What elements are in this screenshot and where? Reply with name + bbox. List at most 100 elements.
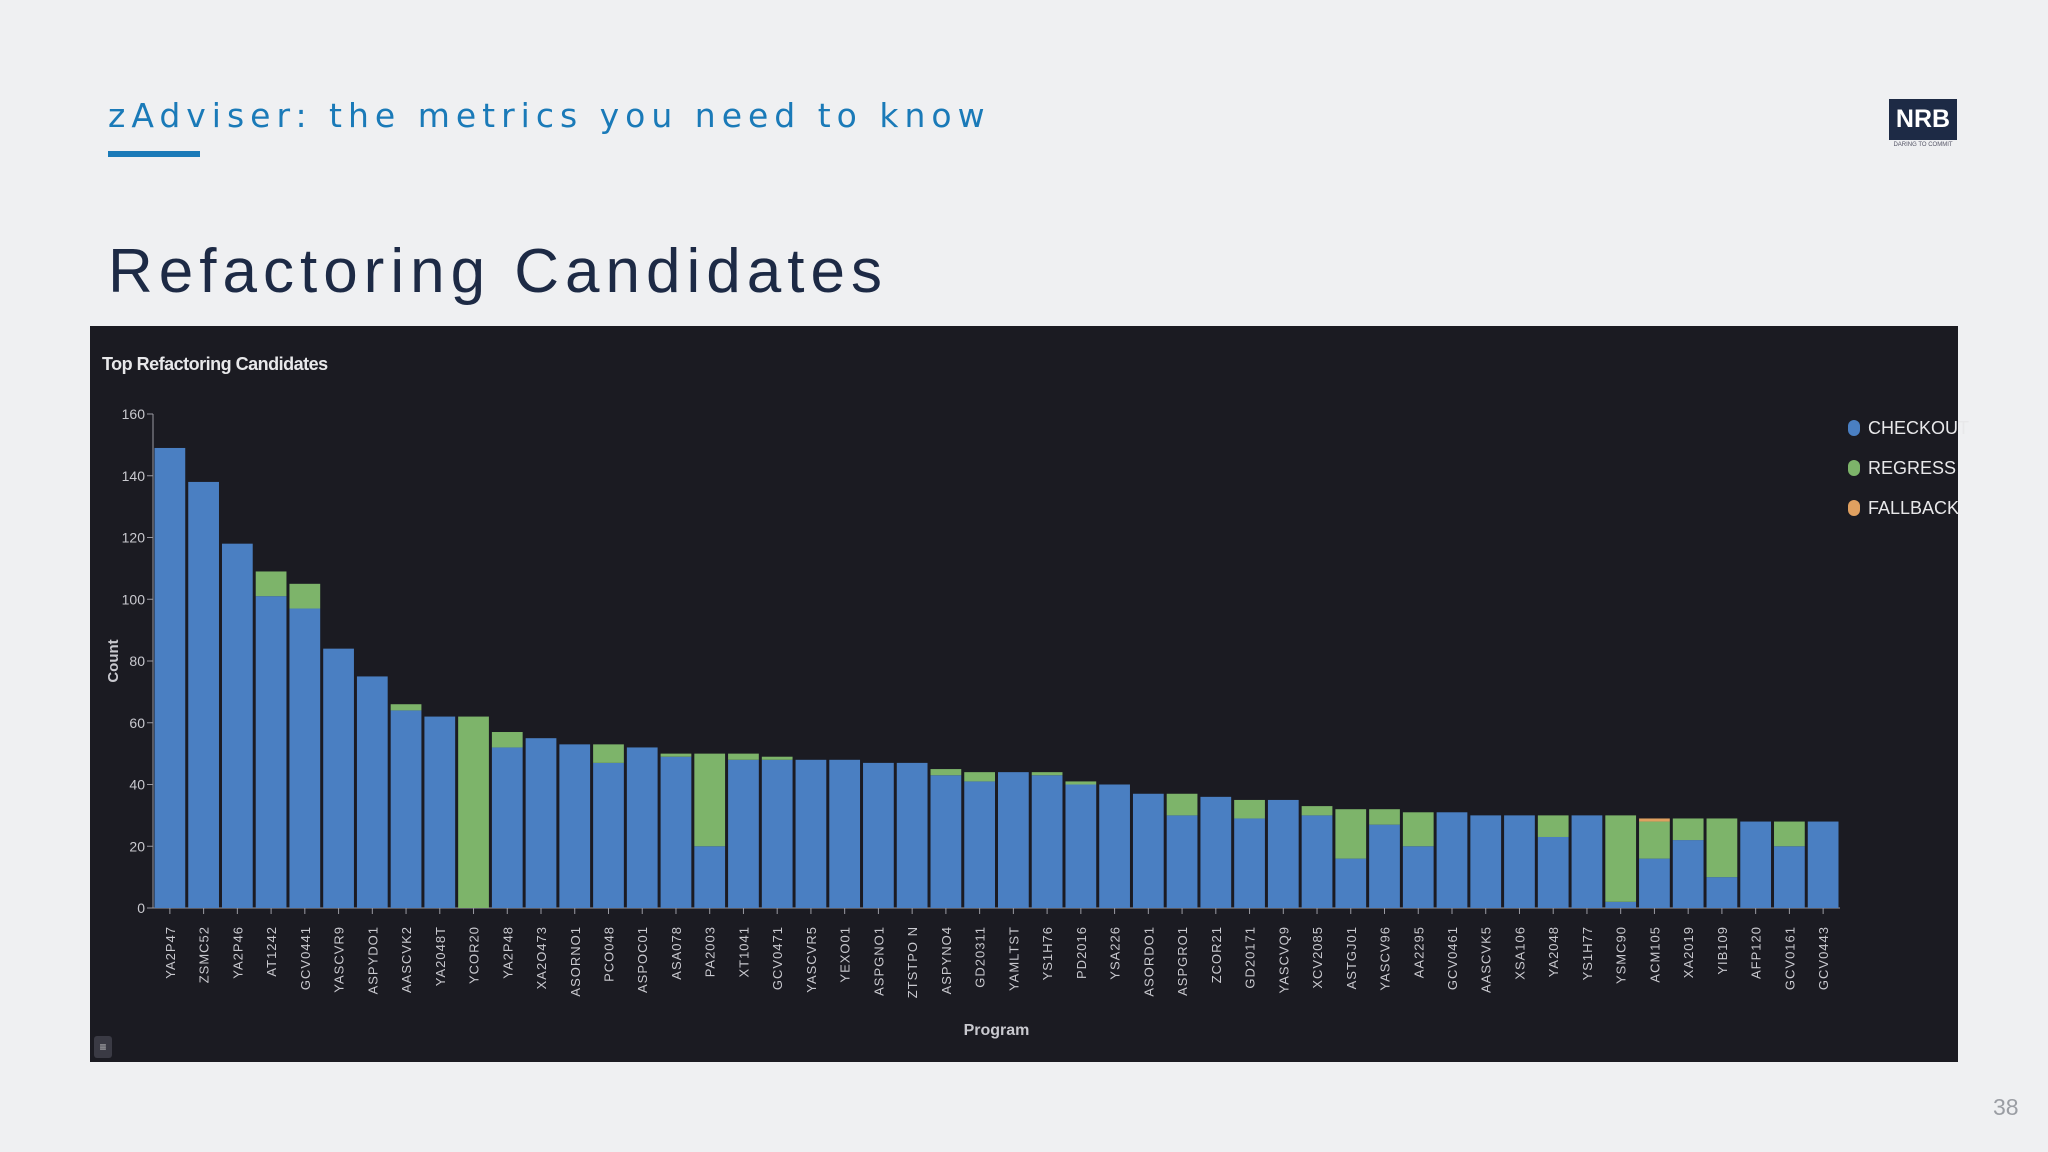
x-tick-label: ACM105 bbox=[1647, 926, 1662, 983]
regress-bar bbox=[1672, 818, 1704, 841]
chart-title: Top Refactoring Candidates bbox=[102, 354, 328, 374]
checkout-bar bbox=[491, 747, 523, 908]
x-tick-label: YS1H76 bbox=[1040, 926, 1055, 980]
x-tick-label: YSMC90 bbox=[1614, 926, 1629, 984]
regress-bar bbox=[1639, 821, 1670, 859]
checkout-bar bbox=[1099, 784, 1130, 908]
regress-bar bbox=[964, 772, 995, 782]
y-tick-label: 60 bbox=[129, 715, 145, 731]
regress-bar bbox=[1774, 821, 1805, 847]
fallback-bar bbox=[1639, 818, 1670, 822]
x-tick-label: GCV0441 bbox=[298, 926, 313, 990]
x-tick-label: YA2P47 bbox=[163, 926, 178, 979]
x-tick-label: YA2048 bbox=[1546, 926, 1561, 977]
checkout-bar bbox=[829, 759, 861, 908]
x-tick-label: YSA226 bbox=[1108, 926, 1123, 980]
x-tick-label: ASTGJ01 bbox=[1344, 926, 1359, 989]
y-tick-label: 160 bbox=[122, 406, 146, 422]
checkout-bar bbox=[930, 775, 962, 908]
regress-bar bbox=[694, 753, 726, 847]
legend-label-checkout: CHECKOUT bbox=[1868, 417, 1970, 438]
x-tick-label: YASCVR5 bbox=[804, 926, 819, 993]
checkout-bar bbox=[1267, 799, 1299, 908]
legend-item-checkout[interactable]: CHECKOUT bbox=[1848, 408, 1969, 448]
checkout-bar bbox=[761, 759, 793, 908]
x-tick-label: XT1041 bbox=[736, 926, 751, 978]
checkout-bar bbox=[289, 608, 321, 908]
x-tick-label: XCV2085 bbox=[1310, 926, 1325, 989]
regress-bar bbox=[660, 753, 692, 757]
regress-bar bbox=[728, 753, 759, 760]
checkout-bar bbox=[1166, 815, 1198, 908]
checkout-bar bbox=[1065, 784, 1097, 908]
x-tick-label: ASPYDO1 bbox=[365, 926, 380, 994]
regress-bar bbox=[1605, 815, 1637, 902]
x-tick-label: AT1242 bbox=[264, 926, 279, 977]
checkout-bar bbox=[1200, 796, 1232, 908]
checkout-bar bbox=[964, 781, 995, 908]
x-tick-label: GCV0161 bbox=[1782, 926, 1797, 990]
refactoring-chart: 0 20 40 60 80 100 120 140 160 Count YA2P47 ZSMC52 YA… bbox=[105, 406, 1840, 1039]
regress-bar bbox=[1335, 809, 1367, 859]
x-tick-label: ASORNO1 bbox=[568, 926, 583, 997]
y-tick-label: 0 bbox=[137, 900, 145, 916]
regress-bar bbox=[1706, 818, 1738, 878]
checkout-bar bbox=[525, 738, 557, 908]
x-tick-label: ZCOR21 bbox=[1209, 926, 1224, 983]
legend-item-fallback[interactable]: FALLBACK bbox=[1848, 488, 1969, 528]
data-table-toggle-icon[interactable]: ≡ bbox=[94, 1036, 112, 1058]
legend-label-regress: REGRESS bbox=[1868, 457, 1957, 478]
checkout-bar bbox=[1706, 877, 1738, 908]
legend-label-fallback: FALLBACK bbox=[1868, 497, 1960, 518]
checkout-bar bbox=[1504, 815, 1535, 908]
regress-bar bbox=[1234, 799, 1265, 819]
x-tick-label: ASPOC01 bbox=[635, 926, 650, 993]
x-tick-label: ASPYNO4 bbox=[939, 926, 954, 994]
legend-dot-checkout bbox=[1848, 420, 1860, 436]
logo-tagline: DARING TO COMMIT bbox=[1893, 142, 1953, 148]
x-tick-label: XSA106 bbox=[1512, 926, 1527, 980]
kicker-underline bbox=[108, 151, 200, 157]
legend-dot-regress bbox=[1848, 460, 1860, 476]
regress-bar bbox=[761, 756, 793, 760]
regress-bar bbox=[491, 732, 523, 748]
checkout-bar bbox=[896, 762, 928, 908]
checkout-bar bbox=[694, 846, 726, 908]
page-title: Refactoring Candidates bbox=[108, 237, 888, 306]
y-tick-label: 40 bbox=[129, 777, 145, 793]
x-tick-label: AA2295 bbox=[1411, 926, 1426, 978]
nrb-logo: NRB DARING TO COMMIT bbox=[1889, 99, 1957, 151]
x-tick-label: XA2O473 bbox=[534, 926, 549, 989]
x-tick-label: ASPGNO1 bbox=[871, 926, 886, 996]
page-number: 38 bbox=[1993, 1094, 2019, 1120]
checkout-bar bbox=[1774, 846, 1805, 908]
checkout-bar bbox=[559, 744, 591, 908]
checkout-bar bbox=[863, 762, 894, 908]
checkout-bar bbox=[728, 759, 759, 908]
x-tick-label: GCV0471 bbox=[770, 926, 785, 990]
checkout-bar bbox=[1571, 815, 1603, 908]
x-tick-label: YEXO01 bbox=[838, 926, 853, 983]
regress-bar bbox=[1369, 809, 1400, 825]
x-tick-label: YA2P48 bbox=[500, 926, 515, 979]
x-tick-label: PD2016 bbox=[1074, 926, 1089, 979]
checkout-bar bbox=[1537, 836, 1569, 908]
checkout-bar bbox=[1132, 793, 1164, 908]
legend-dot-fallback bbox=[1848, 500, 1860, 516]
legend-item-regress[interactable]: REGRESS bbox=[1848, 448, 1969, 488]
regress-bar bbox=[1402, 812, 1434, 847]
regress-bar bbox=[1301, 806, 1333, 816]
checkout-bar bbox=[1639, 858, 1670, 908]
x-tick-label: YCOR20 bbox=[467, 926, 482, 984]
x-tick-label: AASCVK2 bbox=[399, 926, 414, 993]
x-tick-label: ASPGRO1 bbox=[1175, 926, 1190, 996]
section-kicker: zAdviser: the metrics you need to know bbox=[108, 96, 991, 135]
checkout-bar bbox=[1402, 846, 1434, 908]
x-tick-label: AASCVK5 bbox=[1479, 926, 1494, 993]
y-tick-label: 120 bbox=[122, 530, 146, 546]
x-tick-label: GD20311 bbox=[973, 926, 988, 988]
checkout-bar bbox=[154, 447, 186, 908]
y-tick-label: 100 bbox=[122, 591, 146, 607]
logo-mark: NRB bbox=[1889, 99, 1957, 140]
x-tick-label: YA2P46 bbox=[230, 926, 245, 979]
